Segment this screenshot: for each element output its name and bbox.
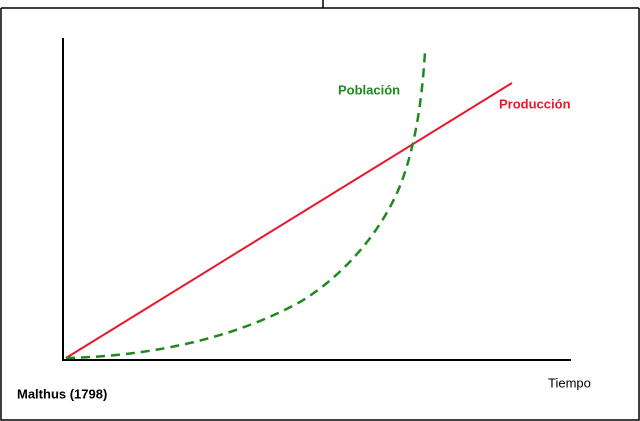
- caption: Malthus (1798): [17, 386, 107, 401]
- population-label: Población: [338, 82, 400, 97]
- time-label: Tiempo: [548, 375, 591, 390]
- production-line: [65, 82, 513, 359]
- production-label: Producción: [499, 96, 571, 111]
- population-curve: [65, 51, 427, 360]
